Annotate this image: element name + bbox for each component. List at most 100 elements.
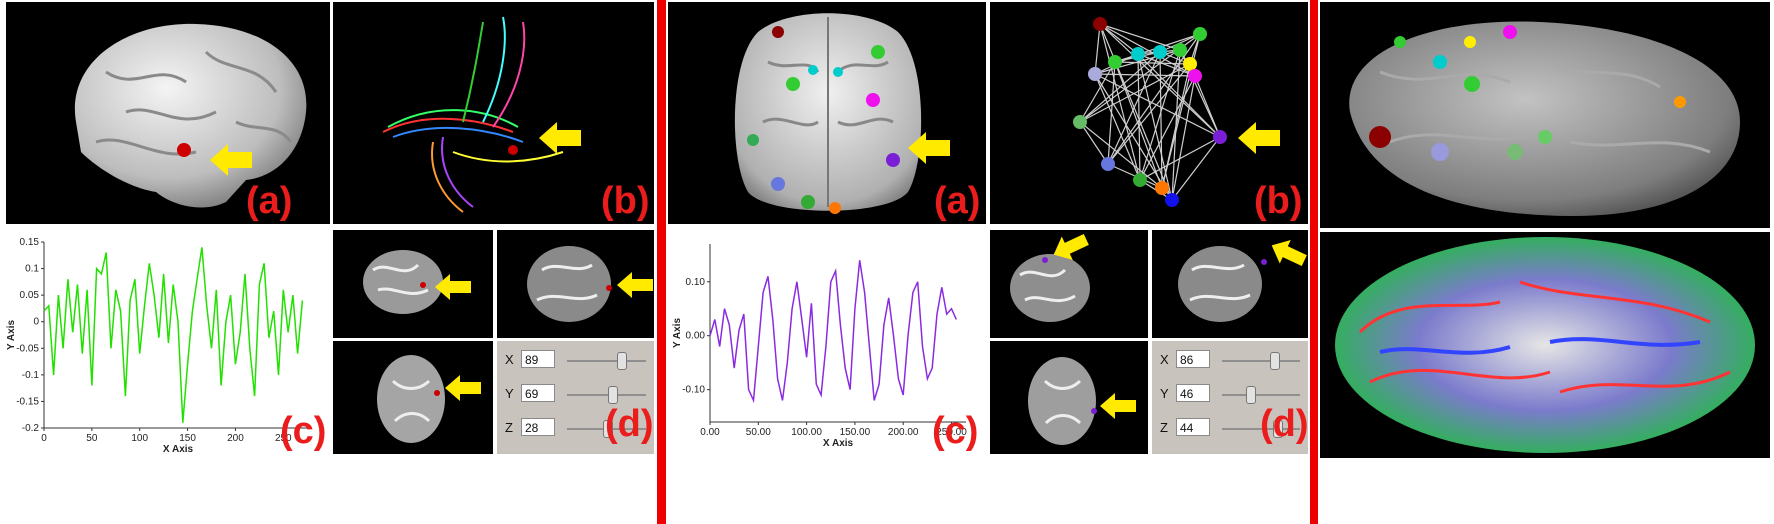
network-edge <box>1099 23 1181 51</box>
panel-label-a: (a) <box>246 180 293 222</box>
mri-slice-render <box>377 355 445 443</box>
slider-thumb[interactable] <box>1270 352 1281 370</box>
pointer-arrow-icon <box>539 122 581 154</box>
network-node <box>1133 173 1147 187</box>
network-edge <box>1114 61 1163 189</box>
network-edge <box>1107 51 1161 165</box>
time-series-plot-right: 0.10 0.00 -0.10 0.00 50.00 100.00 150.00 200.00… <box>668 230 986 454</box>
slice-controls-left: X 89 Y 69 Z 28 (d) <box>497 341 654 454</box>
divider-bar <box>657 0 666 524</box>
brain-surface-view-left[interactable]: (a) <box>6 2 330 224</box>
mri-sagittal-view-left[interactable] <box>333 230 493 338</box>
panel-label-c: (c) <box>280 410 327 452</box>
network-edge <box>1094 23 1101 75</box>
network-graph-render <box>1073 17 1227 207</box>
slice-z-slider[interactable] <box>1222 420 1300 438</box>
pointer-arrow-icon <box>617 272 653 298</box>
seed-marker <box>508 145 518 155</box>
network-edge <box>1107 63 1191 165</box>
panel-label-a: (a) <box>934 180 981 222</box>
y-tick-label: 0.1 <box>25 264 39 275</box>
network-edge <box>1171 136 1221 201</box>
slice-y-slider[interactable] <box>567 386 646 404</box>
x-tick-label: 100 <box>131 433 148 444</box>
x-tick-label: 200.00 <box>888 427 919 438</box>
panel-label-b: (b) <box>1254 180 1303 222</box>
network-edge <box>1159 51 1163 189</box>
pointer-arrow-icon <box>1100 393 1136 419</box>
network-edge <box>1114 61 1191 65</box>
y-axis-label: Y Axis <box>672 318 683 348</box>
network-edge <box>1079 121 1109 165</box>
tractography-render <box>1335 237 1755 453</box>
brain-network-3d-view[interactable] <box>1320 2 1770 228</box>
slider-thumb[interactable] <box>603 420 614 438</box>
divider-bar <box>1310 0 1318 524</box>
slider-thumb[interactable] <box>617 352 628 370</box>
x-tick-label: 50 <box>86 433 98 444</box>
panel-label-d: (d) <box>605 403 654 445</box>
slice-x-slider[interactable] <box>1222 352 1300 370</box>
slider-thumb[interactable] <box>607 386 618 404</box>
pointer-arrow-icon <box>445 375 481 401</box>
network-node <box>1193 27 1207 41</box>
green-signal-chart: 0.150.10.050-0.05-0.1-0.15-0.20 50 100 150 2… <box>6 237 312 454</box>
network-edge <box>1079 61 1116 123</box>
mri-slice-render <box>363 250 443 314</box>
slice-x-slider[interactable] <box>567 352 646 370</box>
mri-axial-view-right[interactable] <box>990 341 1148 454</box>
network-node <box>1131 47 1145 61</box>
network-edge <box>1094 73 1196 77</box>
slice-z-slider[interactable] <box>567 420 646 438</box>
slice-control-y: Y 69 <box>497 383 654 407</box>
network-node <box>1165 193 1179 207</box>
panel-label-c: (c) <box>932 410 979 452</box>
pointer-arrow-icon <box>210 144 252 176</box>
fiber-tract-view-left[interactable]: (b) <box>333 2 654 224</box>
y-tick-label: -0.15 <box>16 396 39 407</box>
signal-line <box>43 247 304 423</box>
network-edge <box>1099 23 1141 181</box>
pointer-arrow-icon <box>908 132 950 164</box>
network-edge <box>1094 73 1141 181</box>
mri-coronal-view-right[interactable] <box>1152 230 1308 338</box>
mri-coronal-view-left[interactable] <box>497 230 654 338</box>
whole-brain-tractography-view[interactable] <box>1320 232 1770 458</box>
mri-axial-view-left[interactable] <box>333 341 493 454</box>
network-graph-view-right[interactable]: (b) <box>990 2 1308 224</box>
slice-y-slider[interactable] <box>1222 386 1300 404</box>
slice-z-input[interactable]: 44 <box>1176 418 1210 436</box>
network-edge <box>1139 136 1221 181</box>
slice-controls-right: X 86 Y 46 Z 44 (d) <box>1152 341 1308 454</box>
slider-thumb[interactable] <box>1273 420 1284 438</box>
mri-sagittal-view-right[interactable] <box>990 230 1148 338</box>
brain-top-view-right[interactable]: (a) <box>668 2 986 224</box>
network-edge <box>1194 75 1221 138</box>
slice-x-input[interactable]: 86 <box>1176 350 1210 368</box>
network-edge <box>1099 23 1139 55</box>
network-node <box>1188 69 1202 83</box>
x-tick-label: 0.00 <box>700 427 720 438</box>
network-edge <box>1171 75 1196 201</box>
slice-y-input[interactable]: 46 <box>1176 384 1210 402</box>
y-tick-label: -0.10 <box>682 385 705 396</box>
x-tick-label: 250.00 <box>936 427 967 438</box>
pointer-arrow-icon <box>1238 122 1280 154</box>
network-edge <box>1079 121 1163 189</box>
network-edge <box>1079 63 1191 123</box>
slice-y-input[interactable]: 69 <box>521 384 555 402</box>
slice-z-input[interactable]: 28 <box>521 418 555 436</box>
y-tick-label: 0.00 <box>686 331 706 342</box>
slider-thumb[interactable] <box>1245 386 1256 404</box>
slice-x-input[interactable]: 89 <box>521 350 555 368</box>
y-tick-label: 0 <box>33 317 39 328</box>
network-edge <box>1161 63 1191 189</box>
x-tick-label: 250 <box>275 433 292 444</box>
network-edge <box>1137 53 1196 77</box>
network-edge <box>1099 23 1173 201</box>
network-node <box>1153 45 1167 59</box>
network-edge <box>1094 73 1221 138</box>
x-tick-label: 200 <box>227 433 244 444</box>
x-axis-label: X Axis <box>823 438 854 449</box>
x-tick-label: 0 <box>41 433 47 444</box>
